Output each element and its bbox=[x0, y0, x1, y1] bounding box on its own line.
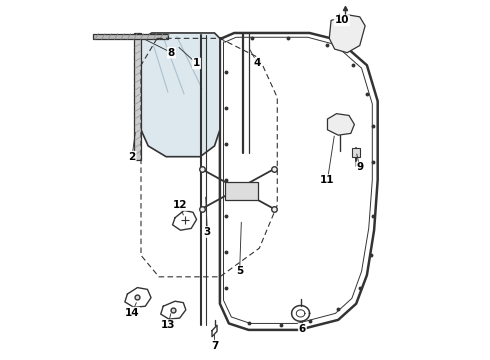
Polygon shape bbox=[93, 34, 168, 40]
Polygon shape bbox=[352, 148, 361, 157]
Polygon shape bbox=[225, 182, 258, 200]
Polygon shape bbox=[329, 15, 365, 53]
Text: 2: 2 bbox=[128, 152, 136, 162]
Text: 1: 1 bbox=[193, 58, 200, 68]
Text: 8: 8 bbox=[168, 48, 175, 58]
Text: 14: 14 bbox=[125, 308, 139, 318]
Text: 13: 13 bbox=[161, 320, 175, 330]
Text: 12: 12 bbox=[173, 200, 188, 210]
Text: 10: 10 bbox=[335, 15, 349, 26]
Text: 6: 6 bbox=[299, 324, 306, 334]
Text: 11: 11 bbox=[320, 175, 335, 185]
Polygon shape bbox=[141, 33, 220, 157]
Text: 9: 9 bbox=[356, 162, 363, 172]
Text: 7: 7 bbox=[211, 341, 218, 351]
Text: 4: 4 bbox=[254, 58, 261, 68]
Text: 5: 5 bbox=[236, 266, 243, 276]
Polygon shape bbox=[134, 33, 141, 160]
Text: 3: 3 bbox=[204, 227, 211, 237]
Polygon shape bbox=[327, 114, 354, 135]
